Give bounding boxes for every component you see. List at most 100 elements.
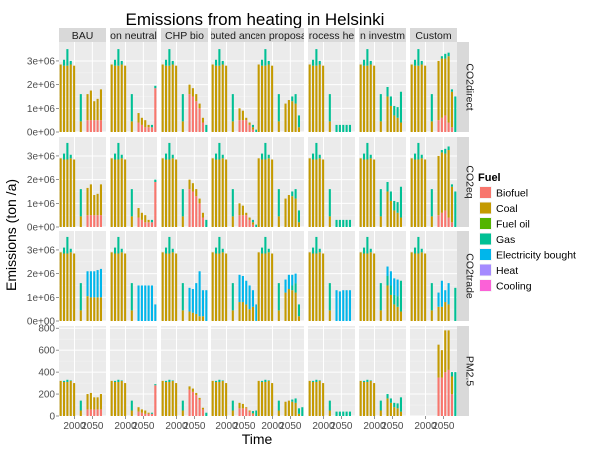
legend-title: Fuel (478, 172, 501, 184)
bar-segment (393, 115, 396, 132)
bar-segment (245, 117, 248, 121)
bar-segment (328, 283, 331, 311)
bar-segment (322, 65, 325, 132)
bar-segment (335, 124, 338, 132)
bar-segment (386, 266, 389, 276)
facet-panel (161, 137, 208, 227)
bar-segment (260, 247, 264, 254)
bar-segment (308, 380, 311, 416)
bar-segment (181, 121, 184, 132)
bar-segment (120, 252, 123, 321)
bar-segment (191, 88, 194, 97)
bar-segment (181, 410, 184, 416)
bar-segment (150, 413, 153, 416)
bar-segment (110, 380, 113, 416)
bar-segment (284, 292, 287, 321)
bar-segment (137, 208, 140, 218)
bar-segment (366, 236, 369, 254)
bar-segment (154, 385, 157, 416)
bar-segment (181, 189, 184, 217)
y-tick-label: 800 (38, 324, 55, 335)
bar-segment (191, 388, 194, 392)
bar-segment (231, 410, 234, 416)
bar-segment (195, 283, 198, 314)
bar-segment (342, 411, 345, 416)
bar-segment (267, 380, 270, 381)
bar-segment (311, 159, 315, 227)
bar-segment (362, 159, 366, 227)
bar-segment (335, 411, 338, 416)
bar-segment (328, 121, 331, 132)
bar-segment (117, 142, 120, 160)
bar-segment (260, 159, 264, 227)
bar-segment (168, 381, 171, 416)
bar-segment (267, 252, 270, 321)
legend-entry-label: Coal (496, 203, 518, 215)
bar-segment (191, 289, 194, 313)
bar-segment (73, 159, 76, 227)
bar-segment (93, 101, 96, 121)
bar-segment (188, 84, 191, 95)
bar-segment (301, 407, 304, 416)
bar-segment (248, 124, 251, 132)
bar-segment (315, 142, 318, 160)
bar-segment (424, 253, 427, 321)
bar-segment (150, 124, 153, 128)
facet-strip (211, 28, 258, 42)
bar-segment (171, 64, 174, 132)
bar-segment (241, 215, 244, 227)
bar-segment (450, 127, 453, 132)
bar-segment (379, 189, 382, 217)
bar-segment (86, 296, 89, 321)
bar-segment (393, 105, 396, 116)
bar-segment (257, 64, 260, 132)
bar-segment (366, 381, 369, 416)
bar-segment (342, 290, 345, 321)
facet-panel (211, 231, 258, 321)
facet-panel (359, 137, 406, 227)
row-strip (456, 326, 469, 416)
bar-segment (120, 64, 123, 132)
facet-panel (308, 137, 355, 227)
bar-segment (62, 153, 66, 160)
bar-segment (315, 379, 318, 382)
bar-segment (117, 253, 120, 321)
bar-segment (89, 271, 92, 298)
x-tick-label: 2050 (183, 421, 206, 432)
bar-segment (348, 124, 351, 132)
bar-segment (69, 380, 72, 416)
chart-title: Emissions from heating in Helsinki (126, 10, 385, 29)
bar-segment (93, 397, 96, 410)
bar-segment (271, 383, 274, 416)
bar-segment (444, 372, 447, 416)
bar-segment (284, 198, 287, 227)
bar-segment (287, 400, 290, 416)
row-strip (456, 231, 469, 321)
bar-segment (345, 290, 348, 321)
bar-segment (114, 159, 117, 227)
bar-segment (99, 297, 102, 321)
bar-segment (251, 411, 254, 414)
bar-segment (424, 65, 427, 132)
bar-segment (318, 248, 321, 253)
bar-segment (140, 117, 143, 125)
bar-segment (120, 380, 123, 381)
bar-segment (315, 381, 318, 416)
bar-segment (444, 302, 447, 321)
bar-segment (410, 252, 413, 321)
bar-segment (369, 158, 372, 227)
bar-segment (86, 94, 89, 121)
bar-segment (437, 344, 440, 378)
bar-segment (154, 304, 157, 321)
bar-segment (238, 120, 241, 132)
bar-segment (211, 380, 214, 416)
bar-segment (147, 222, 150, 227)
bar-segment (201, 122, 204, 132)
bar-segment (450, 222, 453, 227)
bar-segment (69, 252, 72, 321)
bar-segment (140, 409, 143, 413)
bar-segment (396, 107, 399, 118)
bar-segment (215, 380, 218, 382)
bar-segment (260, 253, 264, 321)
bar-segment (154, 179, 157, 182)
